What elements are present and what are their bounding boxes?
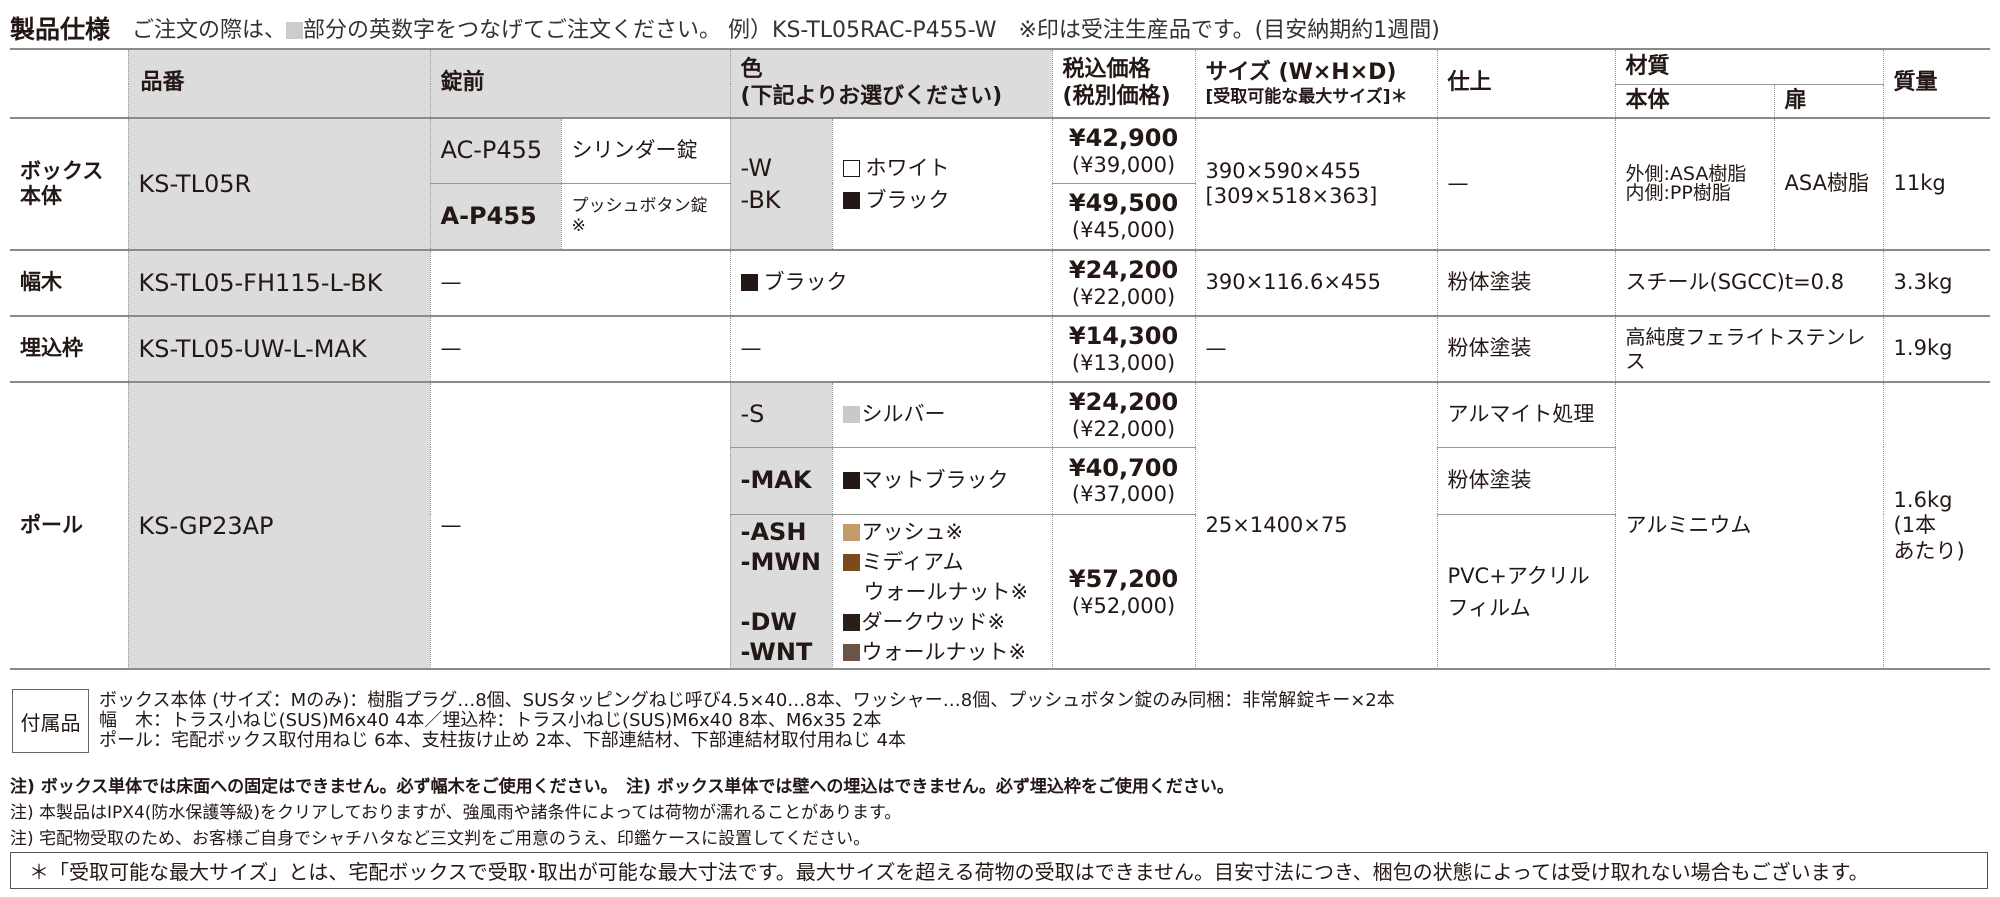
black-swatch-icon (740, 274, 758, 292)
color-names: アッシュ※ ミディアム ウォールナット※ ダークウッド※ ウォールナット※ (831, 513, 1053, 669)
table-bottom-divider (10, 668, 1990, 670)
gray-swatch-icon (286, 22, 304, 39)
color-name: マットブラック (831, 446, 1053, 514)
finish: アルマイト処理 (1436, 381, 1616, 447)
header-lock: 錠前 (429, 48, 731, 118)
price: ¥49,500 (¥45,000) (1051, 182, 1196, 250)
size: — (1194, 315, 1438, 382)
header-material: 材質 (1614, 48, 1884, 84)
table-row-frame: 埋込枠 KS-TL05-UW-L-MAK — — ¥14,300 (¥13,000… (10, 315, 1991, 382)
category-base: 幅木 (10, 249, 128, 316)
accessory-line: 幅 木：トラス小ねじ(SUS)M6x40 4本／埋込枠：トラス小ねじ(SUS)M… (99, 710, 882, 731)
accessories-label: 付属品 (12, 689, 89, 753)
category-pole: ポール (10, 381, 128, 669)
color-names: ホワイト ブラック (831, 117, 1053, 250)
mat-black-swatch-icon (842, 471, 860, 489)
ash-swatch-icon (842, 523, 860, 541)
header-size: サイズ (W×H×D) [受取可能な最大サイズ]＊ (1194, 48, 1438, 118)
accessories: 付属品 ボックス本体 (サイズ：Mのみ)：樹脂プラグ…8個、SUSタッピングねじ… (12, 689, 1395, 753)
color-code: -MAK (729, 446, 833, 514)
finish: 粉体塗装 (1436, 446, 1616, 514)
note: 注) ボックス単体では床面への固定はできません。必ず幅木をご使用ください。 注)… (10, 777, 1234, 797)
material: スチール(SGCC)t=0.8 (1614, 249, 1884, 316)
header-finish: 仕上 (1436, 48, 1616, 118)
note: 注) 本製品はIPX4(防水保護等級)をクリアしておりますが、強風雨や諸条件によ… (10, 803, 902, 823)
finish: 粉体塗装 (1436, 249, 1616, 316)
part-number: KS-TL05-FH115-L-BK (127, 249, 430, 316)
lock-code: A-P455 (429, 182, 561, 250)
weight: 1.6kg (1本 あたり) (1882, 381, 1991, 669)
notes: 注) ボックス単体では床面への固定はできません。必ず幅木をご使用ください。 注)… (10, 774, 1234, 852)
finish: 粉体塗装 (1436, 315, 1616, 382)
table-row-base: 幅木 KS-TL05-FH115-L-BK — ブラック ¥24,200 (¥22… (10, 249, 1991, 316)
category-box: ボックス本体 (10, 117, 128, 250)
medium-walnut-swatch-icon (842, 553, 860, 571)
color: — (729, 315, 1053, 382)
table-row-pole-silver: ポール KS-GP23AP — -S シルバー ¥24,200 (¥22,000)… (10, 381, 1991, 669)
price: ¥14,300 (¥13,000) (1051, 315, 1196, 382)
silver-swatch-icon (842, 406, 860, 424)
material: アルミニウム (1614, 381, 1884, 669)
lock-code: AC-P455 (429, 117, 561, 183)
walnut-swatch-icon (842, 643, 860, 661)
page-title: 製品仕様 ご注文の際は、 部分の英数字をつなげてご注文ください。 例）KS-TL0… (10, 10, 1440, 46)
color-code: -S (729, 381, 833, 447)
table-row-box-push: A-P455 プッシュボタン錠※ ¥49,500 (¥45,000) (10, 182, 1990, 250)
color-codes: -W -BK (729, 117, 833, 250)
price: ¥40,700 (¥37,000) (1051, 446, 1196, 514)
header-weight: 質量 (1882, 48, 1991, 118)
table-row-pole-mat-black: -MAK マットブラック ¥40,700 (¥37,000) 粉体塗装 (10, 446, 1990, 514)
size: 390×590×455 [309×518×363] (1194, 117, 1438, 250)
accessory-line: ポール：宅配ボックス取付用ねじ 6本、支柱抜け止め 2本、下部連結材、下部連結材… (99, 730, 906, 751)
spec-table: 品番 錠前 色 (下記よりお選びください) 税込価格 (税別価格) サイズ (W×H… (10, 48, 1991, 669)
category-frame: 埋込枠 (10, 315, 128, 382)
price: ¥24,200 (¥22,000) (1051, 381, 1196, 447)
part-number: KS-TL05-UW-L-MAK (127, 315, 430, 382)
finish: — (1436, 117, 1616, 250)
table-row-box: ボックス本体 KS-TL05R AC-P455 シリンダー錠 -W -BK ホワイ… (10, 117, 1991, 250)
header-color: 色 (下記よりお選びください) (729, 48, 1053, 118)
lock: — (429, 315, 731, 382)
table-row-pole-wood: -ASH -MWN -DW -WNT アッシュ※ ミディアム ウォールナット※ ダーク… (10, 513, 1990, 669)
weight: 3.3kg (1882, 249, 1991, 316)
lock-name: シリンダー錠 (560, 117, 731, 183)
footnote: ＊「受取可能な最大サイズ」とは、宅配ボックスで受取･取出が可能な最大寸法です。最… (10, 852, 1988, 889)
part-number: KS-GP23AP (127, 381, 430, 669)
material: 高純度フェライトステンレス (1614, 315, 1884, 382)
color: ブラック (729, 249, 1053, 316)
lock: — (429, 381, 731, 669)
weight: 1.9kg (1882, 315, 1991, 382)
lock: — (429, 249, 731, 316)
part-number: KS-TL05R (127, 117, 430, 250)
price: ¥42,900 (¥39,000) (1051, 117, 1196, 183)
lock-name: プッシュボタン錠※ (560, 182, 731, 250)
color-codes: -ASH -MWN -DW -WNT (729, 513, 833, 669)
header-material-door: 扉 (1773, 83, 1884, 118)
black-swatch-icon (842, 192, 860, 209)
header-material-body: 本体 (1614, 83, 1775, 118)
title-label: 製品仕様 (10, 15, 111, 44)
accessory-line: ボックス本体 (サイズ：Mのみ)：樹脂プラグ…8個、SUSタッピングねじ呼び4.… (99, 690, 1395, 711)
header-part: 品番 (127, 48, 430, 118)
header-price: 税込価格 (税別価格) (1051, 48, 1196, 118)
color-name: シルバー (831, 381, 1053, 447)
white-swatch-icon (842, 160, 860, 177)
size: 390×116.6×455 (1194, 249, 1438, 316)
price: ¥24,200 (¥22,000) (1051, 249, 1196, 316)
finish: PVC+アクリル フィルム (1436, 513, 1616, 669)
weight: 11kg (1882, 117, 1991, 250)
header-category (10, 48, 128, 118)
order-instruction: ご注文の際は、 部分の英数字をつなげてご注文ください。 例）KS-TL05RAC-… (132, 18, 1440, 43)
note: 注) 宅配物受取のため、お客様ご自身でシャチハタなど三文判をご用意のうえ、印鑑ケ… (10, 829, 871, 849)
size: 25×1400×75 (1194, 381, 1438, 669)
price: ¥57,200 (¥52,000) (1051, 513, 1196, 669)
door-material: ASA樹脂 (1773, 117, 1884, 250)
dark-wood-swatch-icon (842, 613, 860, 631)
body-material: 外側:ASA樹脂 内側:PP樹脂 (1614, 117, 1775, 250)
